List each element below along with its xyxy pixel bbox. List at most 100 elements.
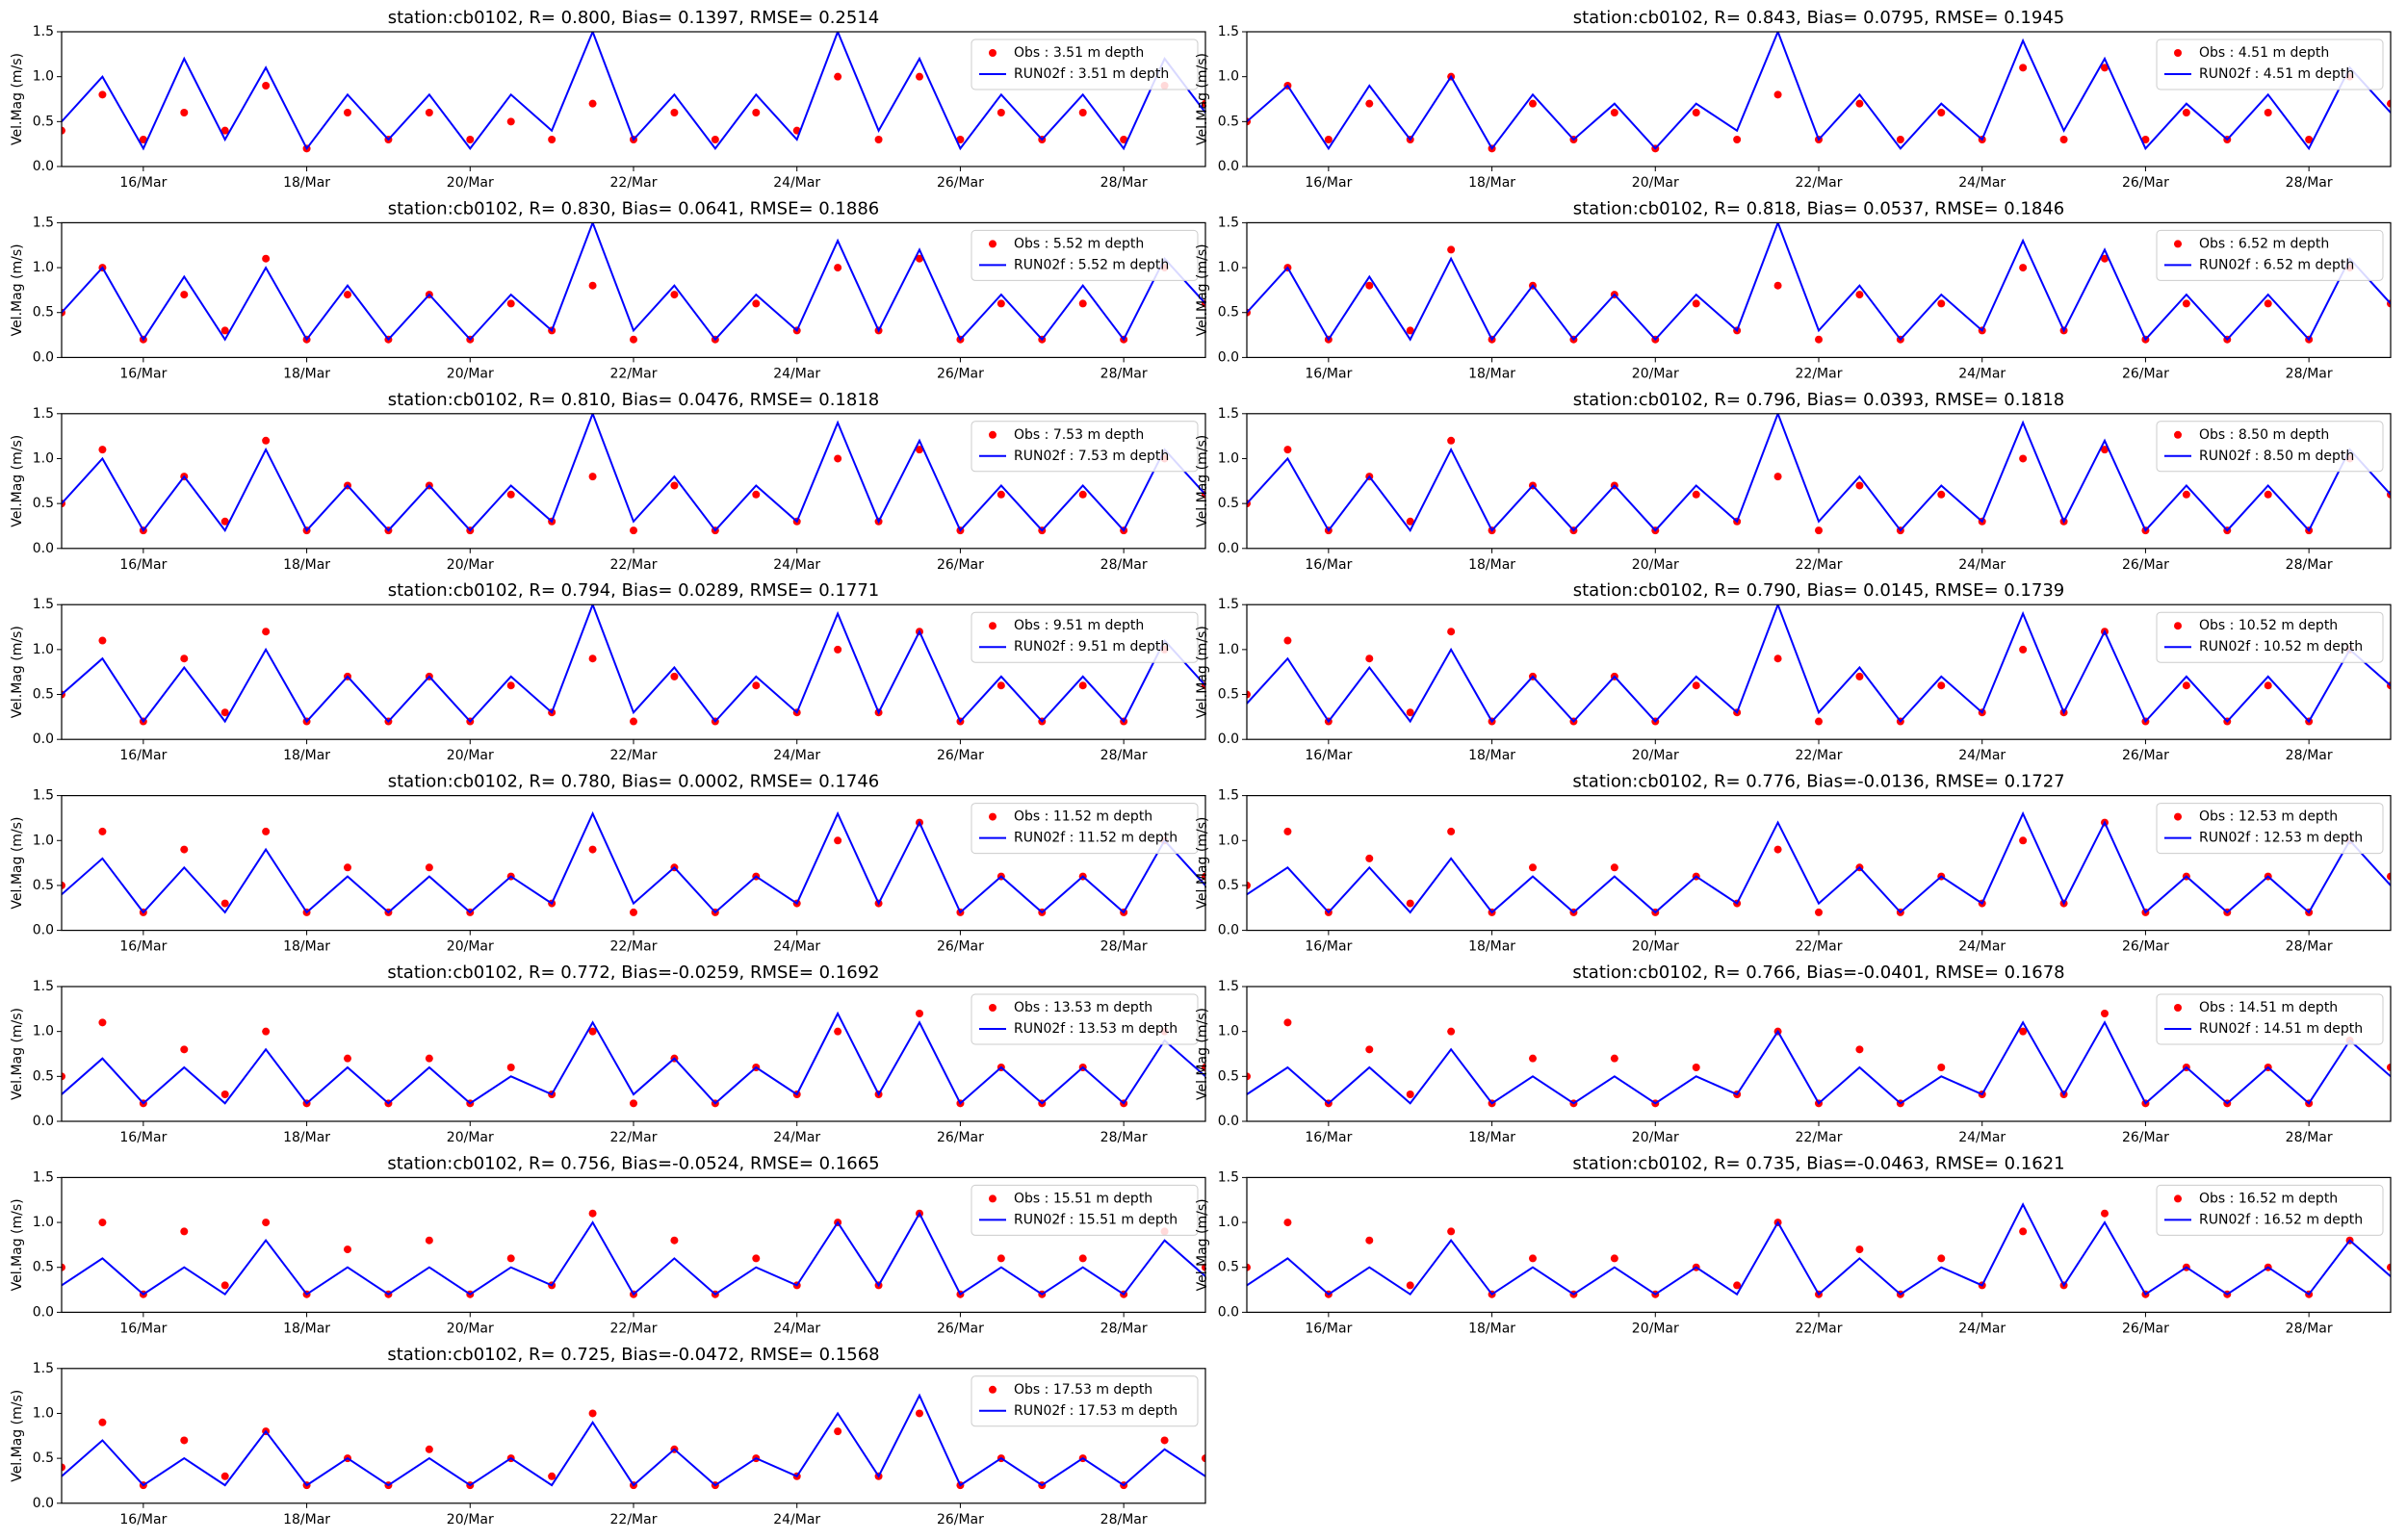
x-tick-label: 28/Mar (1100, 1512, 1148, 1527)
obs-point (425, 863, 433, 872)
plot-area (1247, 1202, 2391, 1298)
x-tick-label: 24/Mar (773, 366, 820, 381)
panel: station:cb0102, R= 0.796, Bias= 0.0393, … (1195, 390, 2392, 573)
obs-point (588, 99, 597, 108)
x-tick-label: 28/Mar (1100, 748, 1148, 763)
obs-point (1447, 1027, 1456, 1036)
panel-title: station:cb0102, R= 0.830, Bias= 0.0641, … (388, 198, 879, 218)
obs-point (630, 335, 637, 344)
x-tick-label: 24/Mar (773, 1321, 820, 1336)
obs-point (752, 1254, 761, 1263)
obs-point (1610, 1054, 1618, 1063)
obs-point (2101, 1010, 2109, 1017)
y-tick-label: 0.5 (1218, 496, 1239, 511)
model-line (62, 32, 1205, 151)
obs-point (1855, 99, 1864, 108)
legend-label: RUN02f : 11.52 m depth (1014, 831, 1178, 846)
obs-point (98, 90, 107, 99)
legend-marker (2174, 622, 2182, 630)
x-tick-label: 26/Mar (2122, 1130, 2169, 1145)
obs-point (2387, 1064, 2391, 1071)
obs-point (262, 827, 271, 835)
legend-label: RUN02f : 9.51 m depth (1014, 639, 1169, 654)
obs-point (1815, 717, 1823, 726)
obs-point (98, 446, 107, 454)
y-axis-label: Vel.Mag (m/s) (10, 53, 25, 145)
y-axis-label: Vel.Mag (m/s) (10, 1198, 25, 1291)
panel: station:cb0102, R= 0.756, Bias=-0.0524, … (10, 1153, 1206, 1336)
legend-label: RUN02f : 15.51 m depth (1014, 1212, 1178, 1227)
y-tick-label: 1.0 (33, 260, 54, 275)
legend-box (2156, 421, 2384, 473)
y-tick-label: 1.0 (1218, 642, 1239, 657)
obs-point (1247, 690, 1251, 699)
panel: station:cb0102, R= 0.776, Bias=-0.0136, … (1195, 772, 2392, 955)
obs-point (1406, 517, 1414, 526)
obs-point (1078, 681, 1087, 690)
legend-box (2156, 1184, 2384, 1236)
legend-label: RUN02f : 5.52 m depth (1014, 257, 1169, 272)
obs-point (834, 645, 842, 654)
x-tick-label: 26/Mar (2122, 939, 2169, 955)
obs-point (588, 845, 597, 854)
obs-point (506, 1064, 515, 1071)
y-axis-label: Vel.Mag (m/s) (1195, 435, 1210, 527)
obs-point (752, 109, 761, 116)
obs-point (2182, 681, 2190, 690)
obs-point (1202, 1454, 1205, 1463)
x-tick-label: 16/Mar (1305, 1130, 1352, 1145)
obs-point (2387, 99, 2391, 108)
axes-frame (1246, 603, 2392, 740)
obs-point (1692, 109, 1700, 116)
obs-point (220, 326, 229, 335)
x-tick-label: 24/Mar (1958, 557, 2006, 573)
obs-point (344, 1245, 351, 1254)
x-tick-label: 28/Mar (2286, 939, 2333, 955)
legend-marker (2174, 49, 2182, 57)
plot-area (62, 1010, 1205, 1108)
obs-point (1406, 1091, 1414, 1098)
x-tick-label: 24/Mar (1958, 939, 2006, 955)
obs-point (588, 1209, 597, 1218)
x-tick-label: 18/Mar (283, 1512, 330, 1527)
plot-area (1247, 604, 2391, 726)
obs-point (262, 254, 271, 263)
x-tick-label: 16/Mar (1305, 557, 1352, 573)
panel-title: station:cb0102, R= 0.818, Bias= 0.0537, … (1573, 198, 2064, 218)
panel: station:cb0102, R= 0.794, Bias= 0.0289, … (10, 580, 1206, 763)
y-tick-label: 0.5 (1218, 114, 1239, 129)
legend-box (971, 421, 1199, 473)
axes-frame (61, 986, 1206, 1122)
x-tick-label: 20/Mar (447, 1512, 494, 1527)
obs-point (425, 1054, 433, 1063)
x-tick-label: 26/Mar (937, 175, 984, 191)
obs-point (2059, 136, 2068, 143)
obs-point (1160, 1436, 1169, 1445)
x-tick-label: 28/Mar (1100, 939, 1148, 955)
obs-point (752, 299, 761, 308)
x-tick-label: 26/Mar (937, 366, 984, 381)
obs-point (506, 299, 515, 308)
obs-point (506, 681, 515, 690)
x-tick-label: 18/Mar (1468, 366, 1515, 381)
x-tick-label: 26/Mar (937, 939, 984, 955)
axes-frame (1246, 413, 2392, 550)
obs-point (98, 827, 107, 835)
y-tick-label: 1.0 (1218, 1024, 1239, 1040)
x-tick-label: 22/Mar (1796, 366, 1843, 381)
x-tick-label: 16/Mar (119, 1512, 167, 1527)
legend-label: Obs : 5.52 m depth (1014, 236, 1144, 251)
legend-label: Obs : 9.51 m depth (1014, 618, 1144, 633)
panel: station:cb0102, R= 0.772, Bias=-0.0259, … (10, 962, 1206, 1145)
x-tick-label: 16/Mar (1305, 175, 1352, 191)
legend-label: RUN02f : 14.51 m depth (2199, 1021, 2363, 1037)
obs-point (1120, 136, 1128, 143)
obs-point (98, 1018, 107, 1027)
obs-point (630, 526, 637, 535)
x-tick-label: 16/Mar (119, 366, 167, 381)
obs-point (874, 136, 883, 143)
x-tick-label: 26/Mar (937, 1512, 984, 1527)
x-tick-label: 20/Mar (447, 557, 494, 573)
x-tick-label: 24/Mar (1958, 1321, 2006, 1336)
